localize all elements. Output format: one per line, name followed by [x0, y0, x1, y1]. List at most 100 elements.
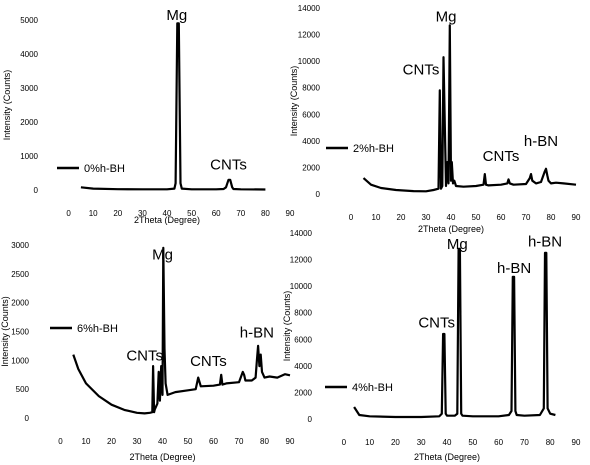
y-tick-label: 5000 [20, 16, 38, 25]
x-axis-label: 2Theta (Degree) [418, 224, 484, 234]
y-tick-label: 2000 [11, 299, 29, 308]
y-tick-label: 1000 [20, 152, 38, 161]
x-tick-label: 50 [184, 437, 193, 446]
x-tick-label: 10 [365, 438, 374, 447]
x-tick-label: 20 [107, 437, 116, 446]
y-tick-label: 2000 [302, 163, 320, 172]
peak-annotation: Mg [436, 8, 457, 25]
chart-panel-bottom-right: 0 10 20 30 40 50 60 70 80 90 0 2000 4000 6000 8000 1000… [282, 229, 581, 462]
y-tick-label: 500 [16, 385, 30, 394]
x-tick-label: 0 [66, 209, 71, 218]
x-axis-label: 2Theta (Degree) [129, 452, 195, 462]
y-tick-label: 10000 [290, 282, 313, 291]
legend-label: 6%h-BH [77, 323, 118, 335]
y-tick-label: 8000 [294, 309, 312, 318]
x-tick-label: 50 [472, 213, 481, 222]
y-tick-label: 8000 [302, 84, 320, 93]
x-tick-label: 60 [212, 209, 221, 218]
y-axis-label: Intensity (Counts) [0, 296, 10, 367]
x-tick-label: 90 [286, 437, 295, 446]
x-tick-label: 80 [260, 437, 269, 446]
peak-annotation: h-BN [497, 260, 531, 277]
x-tick-label: 50 [468, 438, 477, 447]
y-tick-label: 10000 [298, 57, 321, 66]
x-tick-label: 40 [447, 213, 456, 222]
y-axis-label: Intensity (Counts) [282, 291, 292, 362]
x-tick-label: 0 [349, 213, 354, 222]
y-tick-label: 6000 [294, 335, 312, 344]
x-tick-label: 20 [113, 209, 122, 218]
y-tick-label: 14000 [290, 229, 313, 238]
peak-annotation: Mg [152, 246, 173, 263]
x-tick-label: 50 [187, 209, 196, 218]
y-tick-label: 4000 [294, 362, 312, 371]
chart-panel-top-right: 0 10 20 30 40 50 60 70 80 90 0 2000 4000 6000 8000 1000… [289, 4, 581, 234]
y-axis-label: Intensity (Counts) [289, 66, 299, 137]
x-tick-label: 40 [163, 209, 172, 218]
x-tick-label: 60 [209, 437, 218, 446]
peak-annotation: Mg [447, 236, 468, 253]
y-tick-label: 2500 [11, 270, 29, 279]
x-tick-label: 90 [572, 438, 581, 447]
peak-annotation: h-BN [528, 233, 562, 250]
x-tick-label: 60 [497, 213, 506, 222]
y-tick-label: 4000 [302, 137, 320, 146]
y-tick-label: 1500 [11, 328, 29, 337]
y-tick-label: 2000 [20, 118, 38, 127]
peak-annotation: CNTs [418, 314, 455, 331]
x-tick-label: 0 [342, 438, 347, 447]
peak-annotation: CNTs [190, 353, 227, 370]
x-tick-label: 40 [443, 438, 452, 447]
x-tick-label: 30 [417, 438, 426, 447]
series-line [72, 246, 291, 415]
y-tick-label: 1000 [11, 356, 29, 365]
x-tick-label: 80 [546, 438, 555, 447]
legend-label: 2%h-BH [353, 143, 394, 155]
y-tick-label: 6000 [302, 110, 320, 119]
y-tick-label: 0 [308, 415, 313, 424]
y-tick-label: 0 [25, 414, 30, 423]
peak-annotation: CNTs [210, 157, 247, 174]
y-tick-label: 2000 [294, 388, 312, 397]
x-tick-label: 70 [522, 213, 531, 222]
y-tick-label: 14000 [298, 4, 321, 13]
series-line [362, 24, 577, 193]
x-tick-label: 80 [547, 213, 556, 222]
x-tick-label: 70 [520, 438, 529, 447]
chart-panel-bottom-left: 0 10 20 30 40 50 60 70 80 90 0 500 1000 1500 2000 2500 3… [0, 241, 295, 462]
y-tick-label: 4000 [20, 50, 38, 59]
y-tick-label: 12000 [290, 256, 313, 265]
y-tick-label: 0 [34, 186, 39, 195]
series-line [80, 22, 266, 191]
x-tick-label: 70 [235, 437, 244, 446]
peak-annotation: CNTs [483, 148, 520, 165]
x-tick-label: 0 [58, 437, 63, 446]
y-axis-label: Intensity (Counts) [2, 70, 12, 141]
x-tick-label: 80 [261, 209, 270, 218]
series-line [353, 247, 556, 419]
peak-annotation: h-BN [240, 324, 274, 341]
x-tick-label: 30 [138, 209, 147, 218]
peak-annotation: CNTs [403, 61, 440, 78]
y-tick-label: 12000 [298, 31, 321, 40]
peak-annotation: CNTs [126, 347, 163, 364]
x-tick-label: 30 [422, 213, 431, 222]
x-tick-label: 70 [236, 209, 245, 218]
x-tick-label: 20 [391, 438, 400, 447]
legend-label: 0%h-BH [84, 163, 125, 175]
y-tick-label: 3000 [11, 241, 29, 250]
x-tick-label: 10 [372, 213, 381, 222]
y-tick-label: 3000 [20, 84, 38, 93]
legend-label: 4%h-BH [352, 382, 393, 394]
x-tick-label: 10 [89, 209, 98, 218]
peak-annotation: Mg [166, 7, 187, 24]
chart-panel-top-left: 0 10 20 30 40 50 60 70 80 90 0 1000 2000 3000 4000 5000… [2, 7, 295, 225]
x-tick-label: 60 [494, 438, 503, 447]
x-axis-label: 2Theta (Degree) [414, 452, 480, 462]
x-axis-label: 2Theta (Degree) [134, 215, 200, 225]
y-tick-label: 0 [316, 190, 321, 199]
x-tick-label: 10 [82, 437, 91, 446]
x-tick-label: 20 [397, 213, 406, 222]
x-tick-label: 40 [158, 437, 167, 446]
